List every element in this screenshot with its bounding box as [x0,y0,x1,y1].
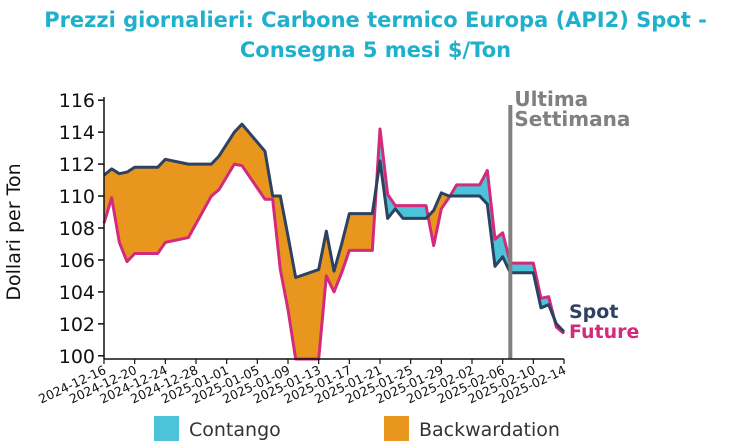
backwardation-area-9 [218,131,235,191]
y-ticks: 100 102 104 106 108 110 112 114 116 [59,90,104,368]
backwardation-area-16 [295,269,319,360]
legend: Contango Backwardation [154,416,560,441]
y-tick-label: 114 [59,122,95,144]
backwardation-area-5 [157,158,166,255]
spread-fill-areas [103,123,565,360]
spot-end-label: Spot [569,301,618,323]
y-tick-label: 108 [59,218,95,240]
future-series-line [102,127,565,361]
chart-title-line1: Prezzi giornalieri: Carbone termico Euro… [44,8,707,32]
legend-swatch-contango [154,416,179,441]
x-ticks: 2024-12-162024-12-202024-12-242024-12-28… [36,359,568,406]
last-week-label-line1: Ultima [514,87,588,111]
chart-title-line2: Consegna 5 mesi $/Ton [240,38,511,62]
y-tick-label: 110 [59,186,95,208]
backwardation-area-3 [126,166,135,263]
spot-series-line [103,122,566,333]
y-tick-label: 104 [59,282,95,304]
legend-label-backwardation: Backwardation [419,419,560,441]
legend-label-contango: Contango [189,419,281,441]
y-axis-label: Dollari per Ton [3,163,25,300]
y-tick-label: 106 [59,250,95,272]
series-lines [102,122,566,361]
contango-area-31 [456,184,480,197]
last-week-annotation: Ultima Settimana [508,87,630,359]
y-tick-label: 112 [59,154,95,176]
future-end-label: Future [569,321,639,343]
y-tick-label: 116 [59,90,95,112]
y-tick-label: 102 [59,314,95,336]
last-week-label-line2: Settimana [514,107,630,131]
contango-area-26 [402,205,427,219]
backwardation-area-4 [134,166,158,254]
legend-swatch-backwardation [384,416,409,441]
y-tick-label: 100 [59,346,95,368]
backwardation-area-6 [165,158,189,243]
backwardation-area-21 [349,213,373,251]
axes: 100 102 104 106 108 110 112 114 116 2024-12-1620… [36,90,568,406]
